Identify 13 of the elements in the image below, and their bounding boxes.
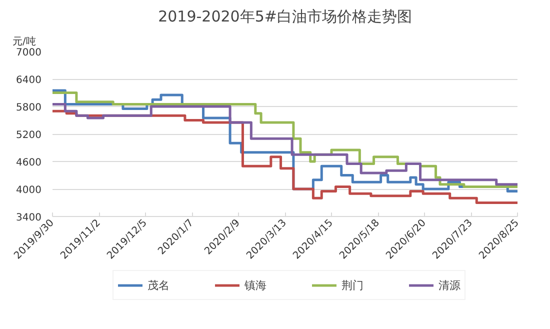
y-tick-label: 5200 xyxy=(16,130,42,141)
y-tick-label: 5800 xyxy=(16,102,42,114)
y-tick-label: 7000 xyxy=(16,48,42,58)
legend-label: 镇海 xyxy=(244,278,266,292)
y-tick-label: 3400 xyxy=(16,212,42,224)
legend-label: 清源 xyxy=(438,278,460,292)
y-axis-title: 元/吨 xyxy=(12,36,36,48)
y-tick-label: 6400 xyxy=(16,75,42,86)
chart-title: 2019-2020年5#白油市场价格走势图 xyxy=(158,8,412,26)
y-tick-label: 4000 xyxy=(16,185,42,196)
y-tick-label: 4600 xyxy=(16,158,42,168)
legend-label: 茂名 xyxy=(148,278,170,292)
legend-label: 荆门 xyxy=(342,278,364,292)
